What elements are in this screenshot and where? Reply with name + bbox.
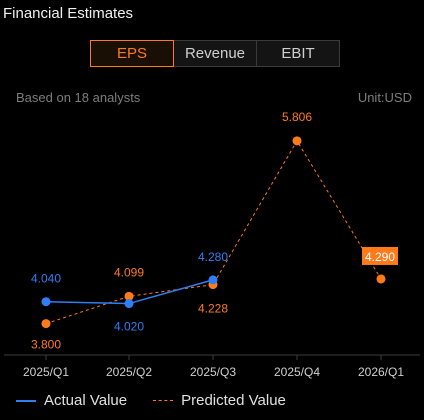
x-tick-label-3: 2025/Q4 [274,365,320,379]
tab-revenue[interactable]: Revenue [174,41,257,66]
chart-legend: Actual Value Predicted Value [16,392,312,409]
predicted-label-2: 4.228 [198,302,228,316]
x-tick-label-4: 2026/Q1 [358,365,404,379]
predicted-point-1 [124,291,134,301]
actual-label-1: 4.020 [114,320,144,334]
predicted-label-1: 4.099 [114,265,144,279]
x-tick-label-2: 2025/Q3 [190,365,236,379]
x-tick-label-1: 2025/Q2 [106,365,152,379]
legend-actual[interactable]: Actual Value [16,392,127,409]
metric-tabs: EPS Revenue EBIT [90,40,340,67]
predicted-point-4 [376,274,386,284]
actual-point-1 [124,299,134,309]
actual-label-0: 4.040 [31,272,61,286]
legend-predicted-label: Predicted Value [181,392,286,409]
unit-label: Unit:USD [357,90,412,105]
predicted-line-swatch [153,400,174,401]
legend-actual-label: Actual Value [44,392,128,409]
predicted-series-line [45,139,382,325]
actual-label-2: 4.280 [198,250,228,264]
x-tick-label-0: 2025/Q1 [23,365,69,379]
actual-point-2 [208,275,218,285]
predicted-point-3 [292,136,302,146]
tab-eps[interactable]: EPS [90,40,174,67]
actual-line-swatch [16,399,36,402]
analyst-count: Based on 18 analysts [16,90,141,105]
predicted-label-4: 4.290 [365,250,395,264]
predicted-label-3: 5.806 [282,110,312,124]
predicted-badge-bg [362,246,398,265]
predicted-point-0 [41,319,51,329]
predicted-label-0: 3.800 [31,338,61,352]
predicted-last-badge: 4.290 [362,246,398,265]
page-title: Financial Estimates [3,5,134,22]
legend-predicted[interactable]: Predicted Value [153,392,286,409]
tab-ebit[interactable]: EBIT [257,41,339,66]
actual-point-0 [41,297,51,307]
